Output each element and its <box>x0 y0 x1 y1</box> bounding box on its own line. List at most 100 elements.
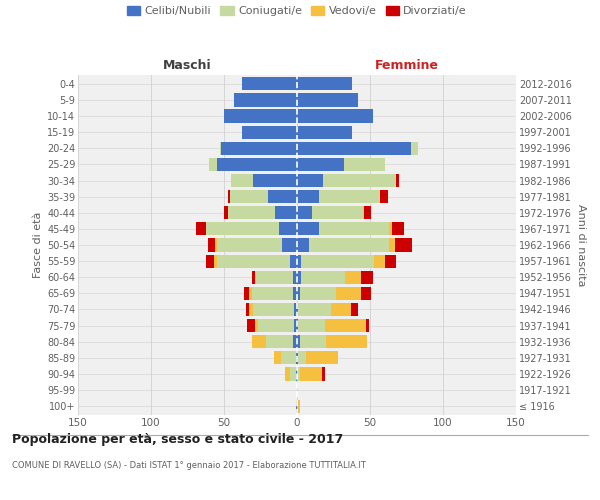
Bar <box>298 303 331 316</box>
Bar <box>217 254 290 268</box>
Bar <box>363 206 364 220</box>
Bar <box>253 174 297 187</box>
Bar <box>389 222 392 235</box>
Y-axis label: Fasce di età: Fasce di età <box>32 212 43 278</box>
Bar <box>297 368 300 380</box>
Bar <box>283 238 297 252</box>
Bar <box>244 286 249 300</box>
Bar <box>380 190 388 203</box>
Bar <box>253 303 294 316</box>
Bar <box>296 351 297 364</box>
Bar <box>217 238 283 252</box>
Y-axis label: Anni di nascita: Anni di nascita <box>576 204 586 286</box>
Bar <box>297 94 358 106</box>
Bar <box>246 303 249 316</box>
Bar <box>290 368 296 380</box>
Bar <box>297 303 298 316</box>
Bar <box>337 286 361 300</box>
Bar <box>242 126 297 139</box>
Text: Popolazione per età, sesso e stato civile - 2017: Popolazione per età, sesso e stato civil… <box>12 432 343 446</box>
Bar <box>196 222 206 235</box>
Bar <box>297 174 323 187</box>
Legend: Celibi/Nubili, Coniugati/e, Vedovi/e, Divorziati/e: Celibi/Nubili, Coniugati/e, Vedovi/e, Di… <box>127 6 467 16</box>
Bar <box>229 206 275 220</box>
Bar <box>322 368 325 380</box>
Bar <box>297 110 373 122</box>
Bar <box>229 190 230 203</box>
Bar <box>257 319 294 332</box>
Bar <box>297 319 298 332</box>
Bar <box>361 270 373 284</box>
Bar <box>296 400 297 412</box>
Bar <box>297 190 319 203</box>
Bar <box>311 206 363 220</box>
Bar <box>249 286 252 300</box>
Bar <box>319 190 380 203</box>
Bar <box>242 78 297 90</box>
Bar <box>297 222 319 235</box>
Bar <box>266 335 293 348</box>
Bar <box>395 238 412 252</box>
Bar <box>301 254 374 268</box>
Bar <box>281 351 296 364</box>
Bar <box>300 286 337 300</box>
Bar <box>297 238 308 252</box>
Bar <box>297 78 352 90</box>
Bar <box>252 335 266 348</box>
Bar <box>325 319 365 332</box>
Bar <box>274 351 281 364</box>
Bar <box>298 351 306 364</box>
Bar <box>301 270 345 284</box>
Bar <box>306 351 338 364</box>
Bar <box>215 238 217 252</box>
Bar <box>323 174 396 187</box>
Bar <box>392 222 404 235</box>
Bar <box>293 335 297 348</box>
Bar <box>230 190 268 203</box>
Bar <box>300 368 322 380</box>
Bar <box>280 222 297 235</box>
Bar <box>252 286 293 300</box>
Bar <box>331 303 351 316</box>
Bar <box>297 158 344 171</box>
Bar <box>396 174 399 187</box>
Bar <box>297 142 411 155</box>
Bar <box>297 286 300 300</box>
Bar <box>297 351 298 364</box>
Bar <box>385 254 396 268</box>
Bar <box>252 270 254 284</box>
Bar <box>256 270 293 284</box>
Bar <box>297 206 311 220</box>
Bar <box>275 206 297 220</box>
Text: Femmine: Femmine <box>374 60 439 72</box>
Text: COMUNE DI RAVELLO (SA) - Dati ISTAT 1° gennaio 2017 - Elaborazione TUTTITALIA.IT: COMUNE DI RAVELLO (SA) - Dati ISTAT 1° g… <box>12 460 366 469</box>
Bar <box>290 254 297 268</box>
Bar <box>297 126 352 139</box>
Bar <box>214 254 217 268</box>
Bar <box>298 319 325 332</box>
Bar <box>319 222 389 235</box>
Bar <box>232 174 253 187</box>
Bar <box>234 94 297 106</box>
Bar <box>220 142 221 155</box>
Bar <box>254 319 257 332</box>
Bar <box>326 335 367 348</box>
Bar <box>365 319 368 332</box>
Bar <box>308 238 389 252</box>
Bar <box>293 286 297 300</box>
Bar <box>221 142 297 155</box>
Bar <box>344 158 385 171</box>
Bar <box>294 319 297 332</box>
Bar <box>254 270 256 284</box>
Bar <box>364 206 371 220</box>
Text: Maschi: Maschi <box>163 60 212 72</box>
Bar <box>268 190 297 203</box>
Bar <box>389 238 395 252</box>
Bar <box>224 206 229 220</box>
Bar <box>351 303 358 316</box>
Bar <box>411 142 418 155</box>
Bar <box>249 303 253 316</box>
Bar <box>345 270 361 284</box>
Bar <box>300 335 326 348</box>
Bar <box>297 270 301 284</box>
